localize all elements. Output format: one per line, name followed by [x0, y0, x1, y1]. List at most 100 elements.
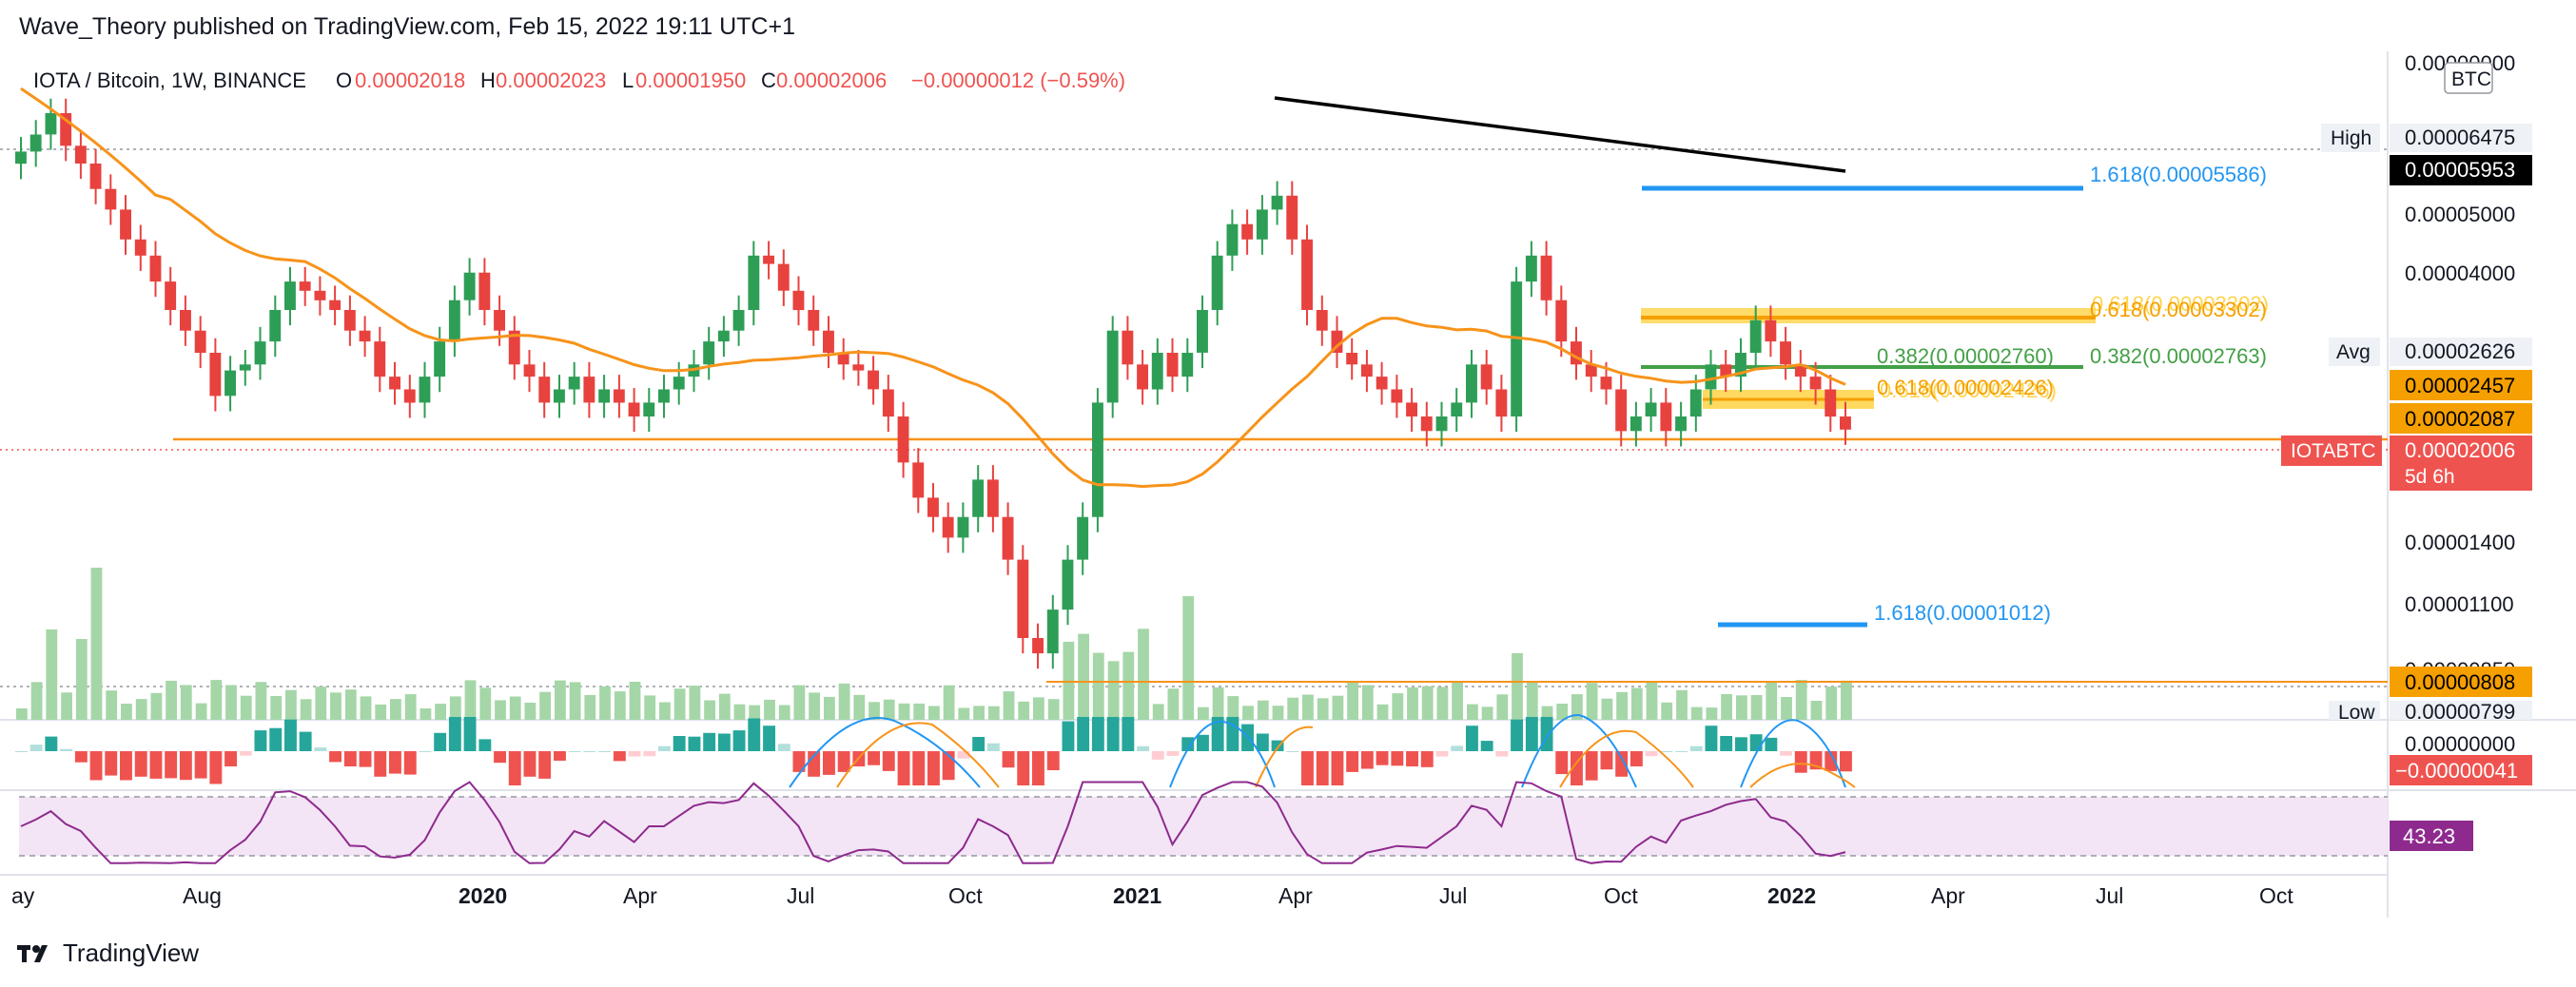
- time-axis-label: Jul: [1439, 883, 1467, 908]
- macd-bar: [1780, 751, 1792, 756]
- price-tick-5: 0.00005000: [2405, 203, 2515, 226]
- avg-label: Avg: [2336, 341, 2371, 363]
- countdown: 5d 6h: [2405, 466, 2455, 488]
- chart[interactable]: 1.618(0.00005586) 0.618(0.00003302) 0.61…: [0, 51, 2576, 927]
- candle-body: [1480, 364, 1493, 390]
- macd-bar: [673, 736, 686, 751]
- volume-bar: [16, 708, 28, 720]
- volume-bar: [1047, 699, 1060, 720]
- volume-bar: [240, 695, 252, 720]
- candle-body: [897, 416, 909, 463]
- candle-body: [299, 281, 311, 291]
- time-axis-label: Oct: [948, 883, 983, 908]
- low-label-box: [2329, 701, 2380, 720]
- volume-bar: [928, 706, 940, 720]
- candle-body: [494, 310, 505, 331]
- candle-body: [1286, 195, 1298, 240]
- macd-bar: [777, 744, 790, 751]
- macd-bar: [1137, 745, 1149, 751]
- volume-bar: [1721, 694, 1732, 720]
- black-trend-line: [1274, 96, 1846, 173]
- volume-bar: [180, 685, 192, 720]
- volume-bar: [1152, 704, 1164, 720]
- candle-body: [1197, 310, 1208, 353]
- fib-label-yellow-shadow: 0.618(0.00002426): [1880, 378, 2057, 402]
- candle-body: [912, 462, 925, 498]
- rsi-line: [20, 781, 1846, 864]
- fib-label-top-blue: 1.618(0.00005586): [2090, 163, 2267, 186]
- volume-bar: [1766, 682, 1778, 720]
- time-axis[interactable]: ay Aug 2020 Apr Jul Oct 2021 Apr Jul Oct 2022 Apr Ju…: [11, 883, 2293, 908]
- candle-body: [15, 151, 27, 164]
- volume-bar: [1122, 651, 1135, 720]
- macd-bar: [1376, 751, 1389, 765]
- macd-bar: [897, 751, 910, 785]
- volume-bar: [195, 703, 207, 720]
- candle-body: [1181, 353, 1194, 377]
- volume-bar: [1706, 707, 1718, 720]
- candle-body: [1794, 364, 1806, 377]
- macd-bar: [808, 751, 821, 777]
- macd-bar: [1106, 717, 1120, 751]
- macd-bar: [703, 732, 716, 751]
- candle-body: [105, 188, 117, 210]
- macd-bar: [688, 736, 701, 751]
- currency-box[interactable]: [2444, 62, 2493, 94]
- time-axis-label: Apr: [1278, 883, 1313, 908]
- tradingview-logo[interactable]: TradingView: [17, 939, 199, 968]
- macd-bar: [374, 751, 387, 777]
- macd-bar: [538, 751, 552, 779]
- time-axis-label: 2020: [459, 883, 507, 908]
- macd-bar: [882, 751, 895, 771]
- macd-bar: [1211, 717, 1224, 751]
- candle-body: [972, 479, 985, 517]
- candle-body: [224, 370, 236, 397]
- macd-bar: [554, 751, 566, 761]
- volume-bar: [225, 685, 237, 720]
- macd-bar: [1406, 751, 1418, 766]
- macd-bar: [986, 743, 1000, 751]
- volume-bar: [1750, 695, 1763, 720]
- volume-bar: [135, 699, 147, 720]
- volume-bar: [1841, 680, 1852, 720]
- volume-bar: [1107, 661, 1120, 720]
- volume-bar: [868, 702, 880, 720]
- macd-bar: [523, 751, 537, 777]
- candle-body: [1017, 559, 1029, 638]
- volume-bar: [1182, 596, 1195, 720]
- macd-bar: [389, 751, 401, 774]
- macd-bar: [583, 751, 596, 752]
- macd-bar: [448, 717, 461, 751]
- orange-value-1-box: [2390, 370, 2532, 400]
- candle-body: [1809, 377, 1822, 390]
- volume-bar: [1646, 681, 1658, 720]
- tradingview-logo-icon: [17, 944, 48, 962]
- candle-body: [1331, 330, 1343, 353]
- price-axis[interactable]: 0.00000000 BTC High 0.00006475 0.0000595…: [2281, 51, 2532, 851]
- candle-body: [60, 113, 72, 146]
- fib-label-orange-top-shadow: 0.618(0.00003302): [2092, 292, 2269, 316]
- candle-body: [1600, 377, 1612, 390]
- avg-value: 0.00002626: [2405, 339, 2515, 363]
- volume-bar: [1257, 700, 1269, 720]
- macd-bar: [120, 751, 132, 781]
- macd-line: [789, 713, 1846, 788]
- candle-body: [89, 164, 102, 189]
- volume-bar: [1795, 680, 1807, 720]
- volume-bar: [1003, 691, 1015, 720]
- candle-body: [1705, 364, 1717, 390]
- volume-bar: [1601, 698, 1613, 720]
- volume-bar: [793, 685, 806, 720]
- macd-bar: [1046, 751, 1060, 770]
- volume-bar: [1526, 682, 1538, 720]
- volume-bar: [1421, 686, 1434, 720]
- price-tick-14: 0.00001400: [2405, 531, 2515, 554]
- high-value: 0.00006475: [2405, 126, 2515, 149]
- volume-bar: [464, 680, 477, 720]
- candle-body: [927, 497, 939, 517]
- volume-bar: [360, 696, 372, 720]
- macd-zero-value: 0.00000000: [2405, 732, 2515, 756]
- time-axis-label: Oct: [2259, 883, 2293, 908]
- macd-bar: [1420, 751, 1434, 767]
- macd-bar: [1360, 751, 1374, 769]
